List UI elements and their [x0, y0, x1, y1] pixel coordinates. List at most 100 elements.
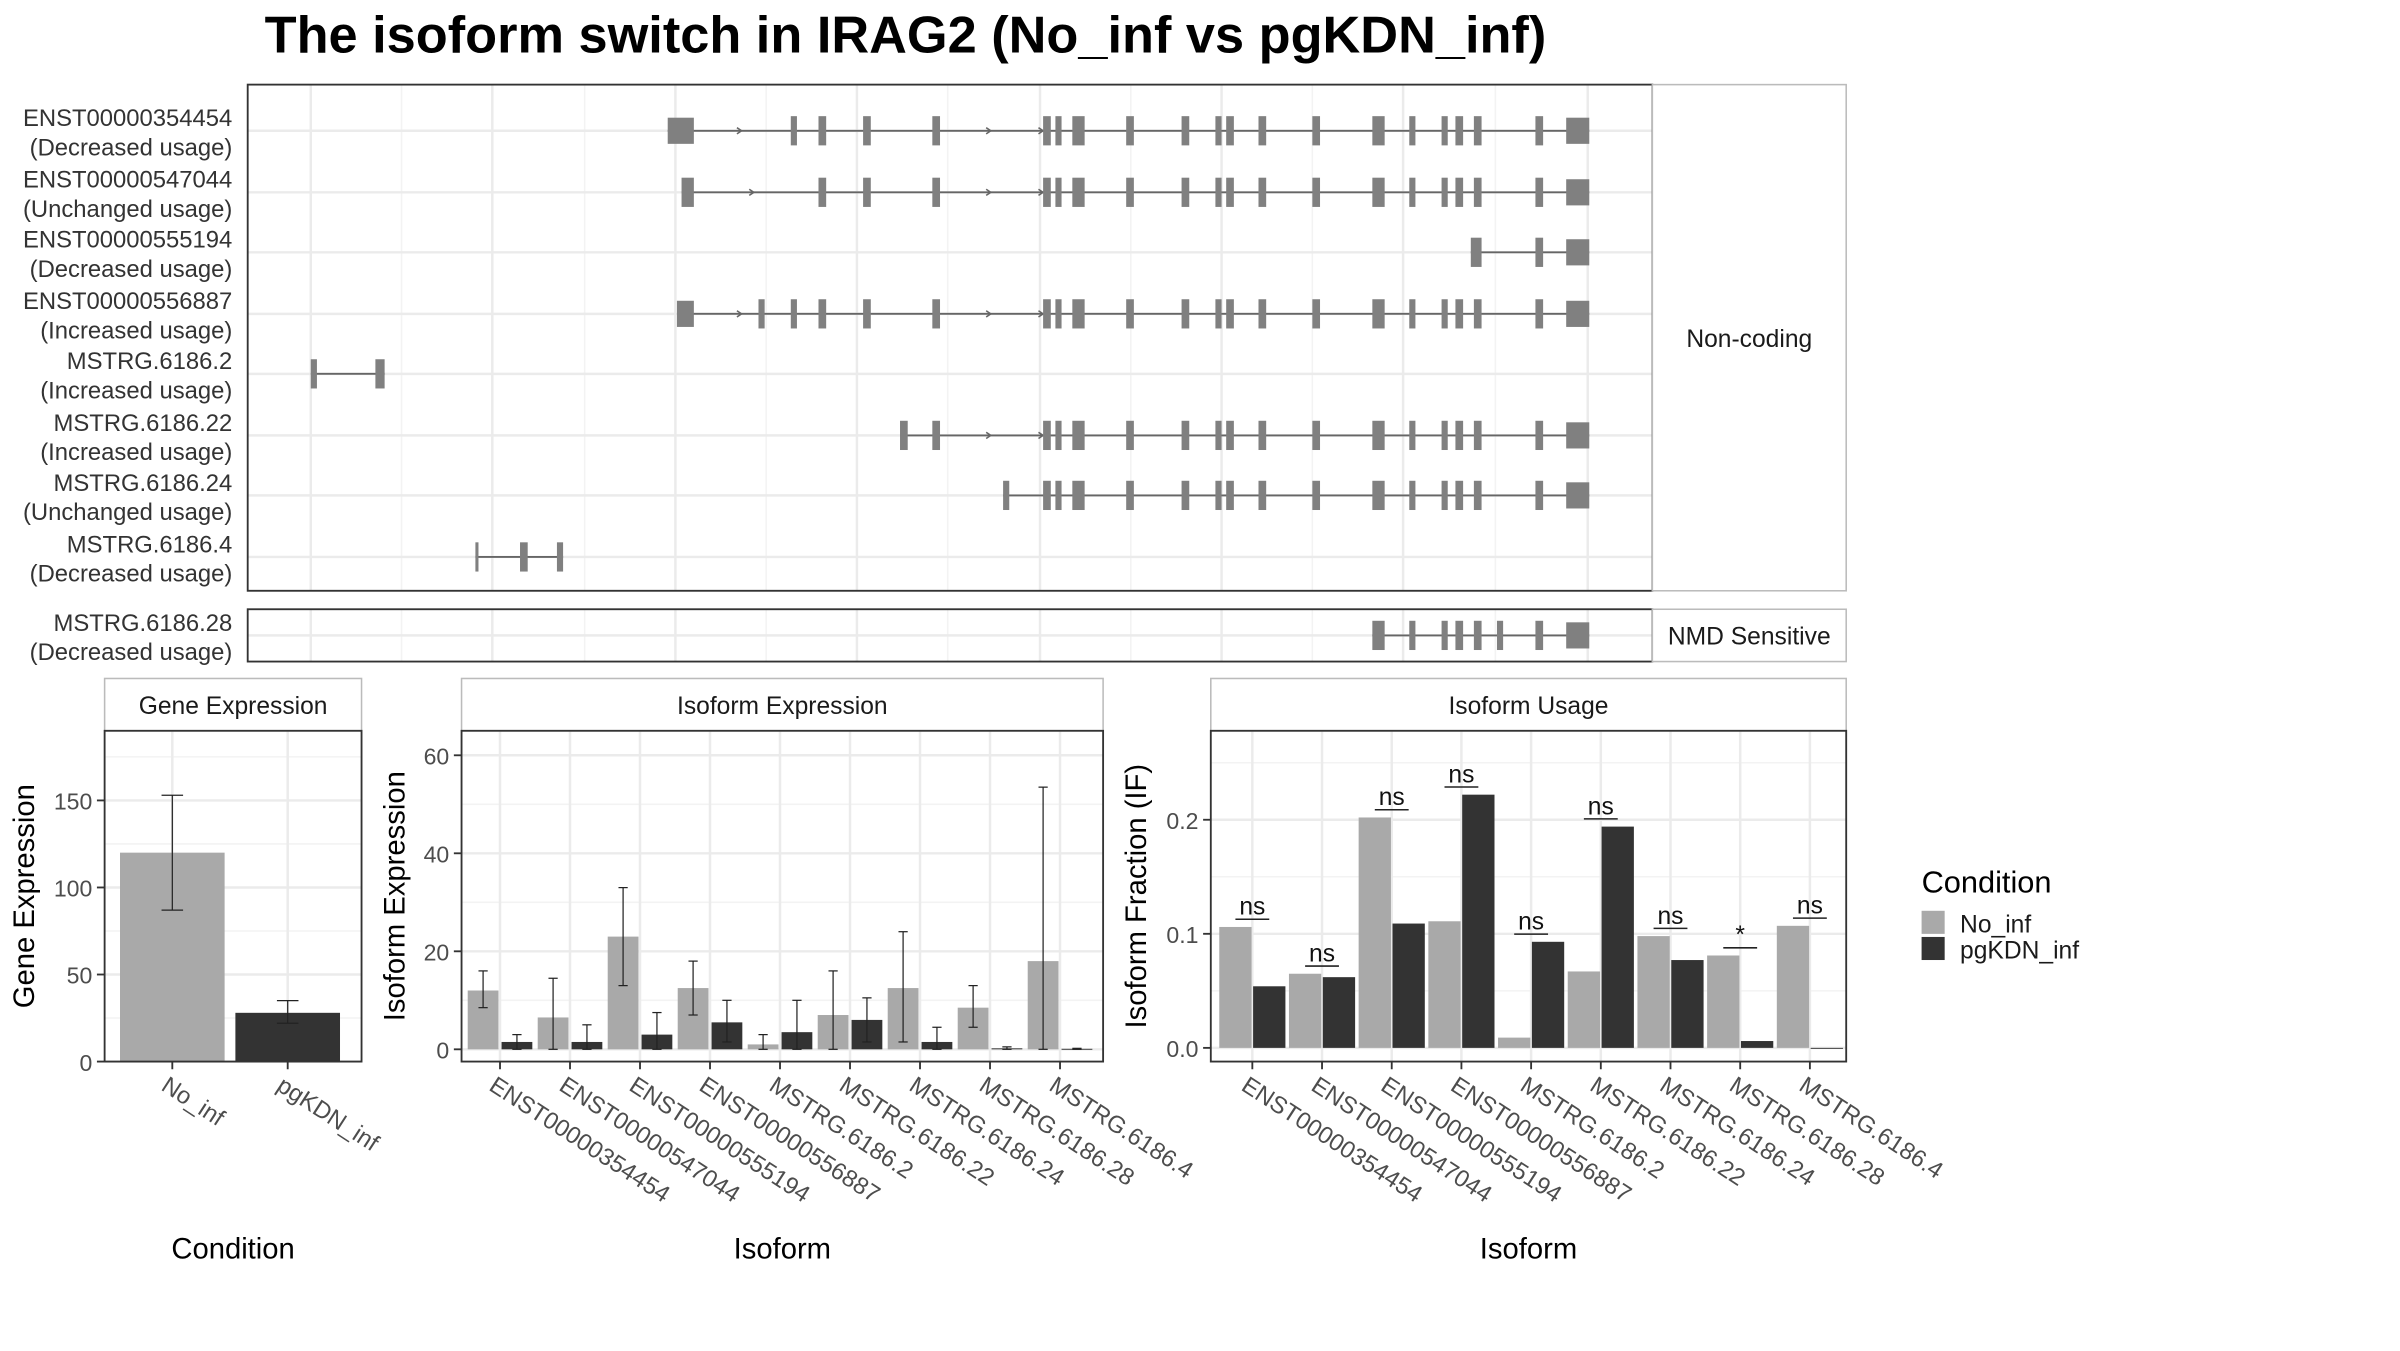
facet-title: Isoform Expression [677, 693, 888, 720]
exon-block [932, 177, 941, 207]
exon-block [681, 177, 694, 207]
exon-block [1215, 420, 1222, 451]
y-axis-title: Isoform Fraction (IF) [1121, 764, 1153, 1029]
bar [1288, 973, 1322, 1048]
exon-block [1258, 420, 1267, 451]
exon-block [1535, 116, 1544, 146]
exon-block [1055, 177, 1062, 207]
exon-block [1372, 116, 1385, 146]
exon-block [1409, 480, 1416, 511]
strand-arrow [985, 310, 993, 318]
exon-block [863, 177, 871, 207]
significance-label: ns [1379, 784, 1405, 811]
exon-block [932, 299, 941, 329]
bar [1740, 1041, 1774, 1048]
legend-swatch [1921, 936, 1945, 961]
legend-entry-label: No_inf [1960, 911, 2031, 938]
bar [1428, 921, 1461, 1048]
bar [1498, 1037, 1531, 1048]
transcript-panel-bg [247, 84, 1653, 591]
exon-block [863, 116, 871, 146]
exon-block [1441, 177, 1448, 207]
exon-block [1496, 620, 1504, 651]
exon-block [1455, 480, 1464, 511]
exon-block [1072, 299, 1085, 329]
exon-block [790, 299, 797, 329]
y-tick-label: 0 [79, 1050, 92, 1076]
exon-block [1126, 299, 1134, 329]
exon-block [1226, 420, 1234, 451]
exon-block [1126, 116, 1134, 146]
exon-block [667, 117, 694, 144]
exon-block [1043, 299, 1051, 329]
exon-block [1072, 177, 1085, 207]
exon-block [1055, 480, 1062, 511]
y-tick-label: 100 [54, 876, 92, 902]
exon-block [818, 299, 827, 329]
exon-block [1455, 299, 1464, 329]
exon-block [1126, 177, 1134, 207]
exon-block [1181, 177, 1190, 207]
exon-block [1181, 116, 1190, 146]
transcript-id-label: ENST00000556887 [23, 288, 232, 315]
exon-block [1455, 420, 1464, 451]
y-tick-label: 0.1 [1166, 922, 1198, 948]
exon-block [1372, 480, 1385, 511]
transcript-usage-label: (Unchanged usage) [23, 499, 232, 526]
figure-title: The isoform switch in IRAG2 (No_inf vs p… [264, 6, 1547, 65]
x-tick-label: No_inf [157, 1072, 230, 1132]
legend-title: Condition [1922, 864, 2052, 899]
transcript-id-label: MSTRG.6186.4 [67, 531, 233, 558]
legend-swatch [1921, 910, 1945, 934]
strand-arrow [748, 188, 756, 197]
exon-block [1441, 480, 1448, 511]
panel-border [460, 729, 1105, 1063]
bar [1707, 955, 1740, 1048]
strand-arrow [985, 431, 993, 440]
exon-block [1181, 480, 1190, 511]
exon-block [1535, 237, 1544, 267]
exon-block [1312, 116, 1321, 146]
exon-block [1566, 622, 1590, 649]
x-tick-label: pgKDN_inf [272, 1072, 384, 1158]
exon-block [1072, 116, 1085, 146]
exon-block [1181, 420, 1190, 451]
exon-block [1441, 620, 1448, 651]
exon-block [676, 300, 694, 327]
exon-block [520, 542, 528, 572]
strand-arrow [736, 310, 743, 318]
transcript-id-label: MSTRG.6186.22 [54, 410, 233, 437]
bar [1567, 971, 1601, 1048]
y-tick-label: 0.0 [1166, 1036, 1198, 1062]
panel-border [103, 729, 363, 1063]
exon-block [1126, 480, 1134, 511]
transcript-id-label: MSTRG.6186.2 [67, 348, 233, 375]
facet-title: Gene Expression [139, 693, 328, 720]
transcript-usage-label: (Decreased usage) [30, 639, 233, 666]
y-tick-label: 60 [424, 744, 450, 770]
exon-block [475, 542, 479, 572]
transcript-usage-label: (Decreased usage) [30, 561, 233, 588]
x-axis-title: Isoform [734, 1233, 831, 1265]
y-tick-label: 20 [424, 940, 450, 966]
strand-arrow [736, 127, 743, 135]
bar [1219, 926, 1252, 1048]
facet-title: Isoform Usage [1448, 693, 1608, 720]
transcript-usage-label: (Decreased usage) [30, 134, 233, 161]
exon-block [1473, 620, 1482, 651]
exon-block [1473, 420, 1482, 451]
significance-label: ns [1518, 908, 1544, 935]
exon-block [1535, 480, 1544, 511]
significance-label: * [1735, 922, 1745, 949]
exon-block [758, 299, 765, 329]
group-strip [1651, 608, 1847, 663]
exon-block [1258, 480, 1267, 511]
exon-block [1473, 480, 1482, 511]
significance-label: ns [1797, 893, 1823, 920]
exon-block [1055, 116, 1062, 146]
exon-block [900, 420, 908, 451]
significance-label: ns [1239, 894, 1265, 921]
exon-block [1126, 420, 1134, 451]
exon-block [1470, 237, 1482, 267]
